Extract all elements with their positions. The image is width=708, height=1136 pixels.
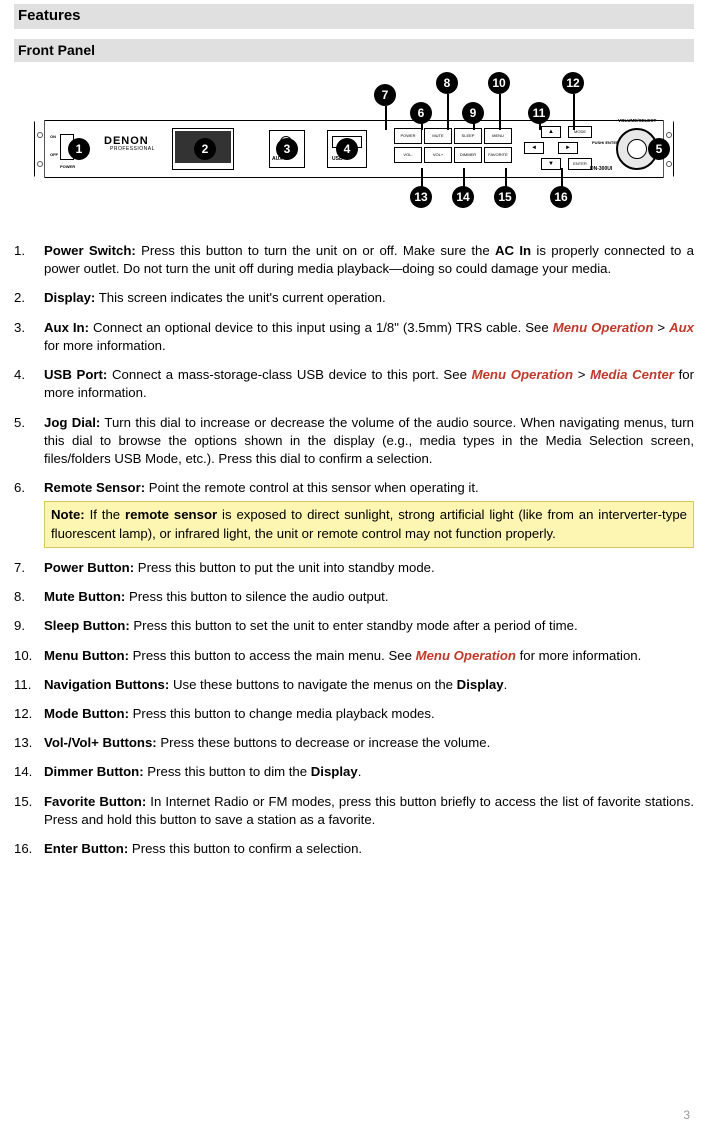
- callout-8: 8: [436, 72, 458, 94]
- callout-line: [421, 168, 423, 188]
- feature-title: Power Button:: [44, 560, 134, 575]
- feature-item-8: Mute Button: Press this button to silenc…: [14, 588, 694, 606]
- nav-left: ◄: [524, 142, 544, 154]
- btn-favorite: FAVORITE: [484, 147, 512, 163]
- btn-power: POWER: [394, 128, 422, 144]
- note-bold: remote sensor: [125, 507, 217, 522]
- nav-down: ▼: [541, 158, 561, 170]
- inline-bold: Display: [457, 677, 504, 692]
- feature-title: Mode Button:: [44, 706, 129, 721]
- callout-13: 13: [410, 186, 432, 208]
- nav-cluster: ▲ ◄ ► ▼ MODE ENTER: [524, 126, 579, 172]
- callout-11: 11: [528, 102, 550, 124]
- features-list: Power Switch: Press this button to turn …: [14, 242, 694, 858]
- section-header-front-panel: Front Panel: [14, 39, 694, 62]
- feature-title: Navigation Buttons:: [44, 677, 169, 692]
- feature-item-12: Mode Button: Press this button to change…: [14, 705, 694, 723]
- btn-dimmer: DIMMER: [454, 147, 482, 163]
- btn-vol-minus: VOL-: [394, 147, 422, 163]
- inline-link[interactable]: Menu Operation: [472, 367, 573, 382]
- callout-line: [463, 168, 465, 188]
- inline-link[interactable]: Media Center: [590, 367, 674, 382]
- feature-title: Dimmer Button:: [44, 764, 144, 779]
- brand-sub-label: PROFESSIONAL: [110, 146, 155, 153]
- inline-bold: Display: [311, 764, 358, 779]
- on-label: ON: [50, 134, 56, 140]
- callout-9: 9: [462, 102, 484, 124]
- callout-line: [385, 106, 387, 130]
- feature-item-1: Power Switch: Press this button to turn …: [14, 242, 694, 278]
- nav-mode: MODE: [568, 126, 592, 138]
- inline-link[interactable]: Menu Operation: [416, 648, 516, 663]
- power-label: POWER: [60, 164, 75, 170]
- callout-15: 15: [494, 186, 516, 208]
- callout-7: 7: [374, 84, 396, 106]
- feature-title: Display:: [44, 290, 95, 305]
- feature-title: Jog Dial:: [44, 415, 100, 430]
- feature-item-9: Sleep Button: Press this button to set t…: [14, 617, 694, 635]
- push-enter-label: PUSH/ ENTER: [592, 140, 619, 146]
- feature-title: Remote Sensor:: [44, 480, 145, 495]
- feature-title: Aux In:: [44, 320, 89, 335]
- feature-title: USB Port:: [44, 367, 107, 382]
- callout-line: [573, 94, 575, 130]
- feature-title: Menu Button:: [44, 648, 129, 663]
- section-header-features: Features: [14, 4, 694, 29]
- feature-item-10: Menu Button: Press this button to access…: [14, 647, 694, 665]
- callout-16: 16: [550, 186, 572, 208]
- inline-link[interactable]: Aux: [669, 320, 694, 335]
- callout-line: [505, 168, 507, 188]
- nav-up: ▲: [541, 126, 561, 138]
- feature-title: Sleep Button:: [44, 618, 130, 633]
- off-label: OFF: [50, 152, 58, 158]
- feature-item-13: Vol-/Vol+ Buttons: Press these buttons t…: [14, 734, 694, 752]
- model-label: DN-300UI: [590, 166, 612, 173]
- feature-item-5: Jog Dial: Turn this dial to increase or …: [14, 414, 694, 469]
- callout-2: 2: [194, 138, 216, 160]
- jog-label: VOLUME/SELECT: [618, 118, 656, 124]
- callout-14: 14: [452, 186, 474, 208]
- btn-menu: MENU: [484, 128, 512, 144]
- jog-center: [627, 139, 647, 159]
- btn-mute: MUTE: [424, 128, 452, 144]
- note-lead: Note:: [51, 507, 85, 522]
- callout-1: 1: [68, 138, 90, 160]
- feature-title: Enter Button:: [44, 841, 128, 856]
- note-box: Note: If the remote sensor is exposed to…: [44, 501, 694, 547]
- callout-4: 4: [336, 138, 358, 160]
- feature-item-2: Display: This screen indicates the unit'…: [14, 289, 694, 307]
- feature-title: Power Switch:: [44, 243, 136, 258]
- callout-6: 6: [410, 102, 432, 124]
- callout-line: [499, 94, 501, 130]
- feature-item-3: Aux In: Connect an optional device to th…: [14, 319, 694, 355]
- page-number: 3: [683, 1107, 690, 1124]
- inline-bold: AC In: [495, 243, 531, 258]
- feature-item-14: Dimmer Button: Press this button to dim …: [14, 763, 694, 781]
- feature-item-15: Favorite Button: In Internet Radio or FM…: [14, 793, 694, 829]
- callout-5: 5: [648, 138, 670, 160]
- feature-title: Vol-/Vol+ Buttons:: [44, 735, 157, 750]
- feature-item-7: Power Button: Press this button to put t…: [14, 559, 694, 577]
- front-panel-diagram: ON OFF POWER DENON PROFESSIONAL AUX IN U…: [14, 70, 694, 220]
- feature-item-16: Enter Button: Press this button to confi…: [14, 840, 694, 858]
- callout-3: 3: [276, 138, 298, 160]
- callout-line: [561, 168, 563, 188]
- nav-enter: ENTER: [568, 158, 592, 170]
- callout-12: 12: [562, 72, 584, 94]
- feature-item-6: Remote Sensor: Point the remote control …: [14, 479, 694, 548]
- btn-vol-plus: VOL+: [424, 147, 452, 163]
- callout-line: [447, 94, 449, 130]
- feature-title: Mute Button:: [44, 589, 125, 604]
- callout-10: 10: [488, 72, 510, 94]
- btn-sleep: SLEEP: [454, 128, 482, 144]
- nav-right: ►: [558, 142, 578, 154]
- feature-item-4: USB Port: Connect a mass-storage-class U…: [14, 366, 694, 402]
- feature-item-11: Navigation Buttons: Use these buttons to…: [14, 676, 694, 694]
- feature-title: Favorite Button:: [44, 794, 146, 809]
- inline-link[interactable]: Menu Operation: [553, 320, 654, 335]
